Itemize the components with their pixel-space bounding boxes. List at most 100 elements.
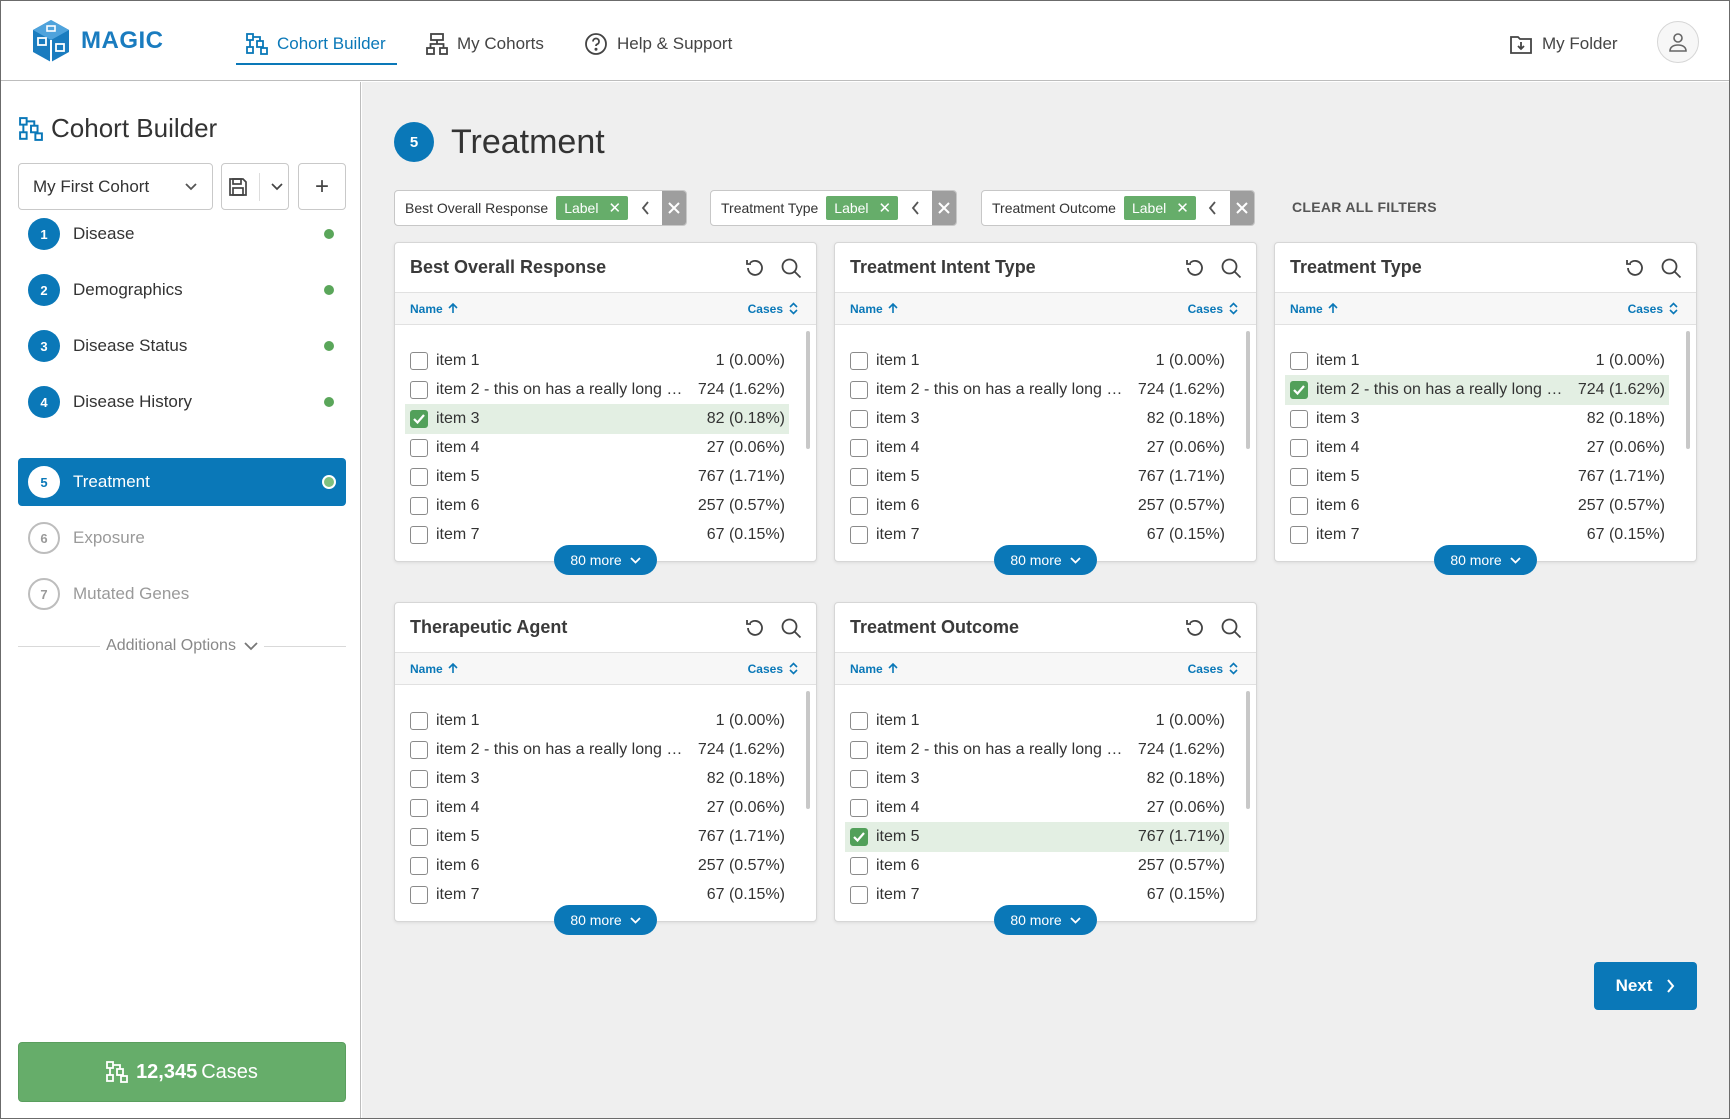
list-item[interactable]: item 5 767 (1.71%) — [845, 822, 1229, 852]
additional-options-toggle[interactable]: Additional Options — [18, 636, 347, 656]
list-item[interactable]: item 5 767 (1.71%) — [1285, 462, 1669, 492]
list-item[interactable]: item 5 767 (1.71%) — [405, 822, 789, 852]
checkbox[interactable] — [1290, 439, 1308, 457]
list-item[interactable]: item 2 - this on has a really long name 7… — [405, 735, 789, 765]
checkbox[interactable] — [850, 439, 868, 457]
sort-by-cases[interactable]: Cases — [1188, 302, 1238, 316]
search-icon[interactable] — [1660, 257, 1682, 279]
list-item[interactable]: item 1 1 (0.00%) — [845, 706, 1229, 736]
list-item[interactable]: item 1 1 (0.00%) — [1285, 346, 1669, 376]
checkbox[interactable] — [1290, 410, 1308, 428]
list-item[interactable]: item 4 27 (0.06%) — [845, 433, 1229, 463]
nav-cohort-builder[interactable]: Cohort Builder — [246, 23, 386, 65]
list-item[interactable]: item 7 67 (0.15%) — [845, 520, 1229, 550]
checkbox[interactable] — [410, 799, 428, 817]
scrollbar[interactable] — [1246, 331, 1250, 449]
checkbox[interactable] — [410, 497, 428, 515]
checkbox[interactable] — [850, 799, 868, 817]
checkbox[interactable] — [410, 741, 428, 759]
checkbox[interactable] — [850, 526, 868, 544]
checkbox[interactable] — [410, 712, 428, 730]
show-more-button[interactable]: 80 more — [554, 905, 657, 935]
checkbox[interactable] — [850, 770, 868, 788]
remove-value-icon[interactable]: ✕ — [608, 200, 622, 217]
checkbox[interactable] — [410, 468, 428, 486]
checkbox[interactable] — [850, 857, 868, 875]
close-icon[interactable] — [662, 191, 687, 225]
filter-value-tag[interactable]: Label ✕ — [556, 196, 629, 220]
list-item[interactable]: item 2 - this on has a really long name 7… — [845, 375, 1229, 405]
checkbox[interactable] — [1290, 352, 1308, 370]
scrollbar[interactable] — [1246, 691, 1250, 809]
list-item[interactable]: item 3 82 (0.18%) — [405, 404, 789, 434]
list-item[interactable]: item 4 27 (0.06%) — [845, 793, 1229, 823]
search-icon[interactable] — [1220, 617, 1242, 639]
reset-icon[interactable] — [1184, 617, 1206, 639]
my-folder-button[interactable]: My Folder — [1509, 23, 1618, 65]
close-icon[interactable] — [932, 191, 957, 225]
list-item[interactable]: item 3 82 (0.18%) — [405, 764, 789, 794]
user-avatar[interactable] — [1657, 21, 1699, 63]
list-item[interactable]: item 6 257 (0.57%) — [845, 491, 1229, 521]
sort-by-name[interactable]: Name — [1290, 302, 1338, 316]
list-item[interactable]: item 2 - this on has a really long name 7… — [1285, 375, 1669, 405]
search-icon[interactable] — [780, 617, 802, 639]
clear-all-filters-button[interactable]: CLEAR ALL FILTERS — [1292, 199, 1437, 215]
checkbox[interactable] — [850, 712, 868, 730]
step-exposure[interactable]: 6 Exposure — [18, 514, 346, 562]
save-cohort-button[interactable] — [221, 163, 289, 210]
next-button[interactable]: Next — [1594, 962, 1697, 1010]
list-item[interactable]: item 6 257 (0.57%) — [405, 491, 789, 521]
list-item[interactable]: item 4 27 (0.06%) — [1285, 433, 1669, 463]
remove-value-icon[interactable]: ✕ — [1176, 200, 1189, 217]
reset-icon[interactable] — [744, 617, 766, 639]
show-more-button[interactable]: 80 more — [554, 545, 657, 575]
list-item[interactable]: item 3 82 (0.18%) — [845, 404, 1229, 434]
checkbox[interactable] — [1290, 497, 1308, 515]
checkbox[interactable] — [850, 886, 868, 904]
sort-by-name[interactable]: Name — [850, 302, 898, 316]
list-item[interactable]: item 6 257 (0.57%) — [1285, 491, 1669, 521]
search-icon[interactable] — [780, 257, 802, 279]
scrollbar[interactable] — [1686, 331, 1690, 449]
reset-icon[interactable] — [1624, 257, 1646, 279]
sort-by-cases[interactable]: Cases — [748, 662, 798, 676]
sort-by-name[interactable]: Name — [410, 662, 458, 676]
list-item[interactable]: item 1 1 (0.00%) — [405, 346, 789, 376]
scrollbar[interactable] — [806, 691, 810, 809]
remove-value-icon[interactable]: ✕ — [878, 200, 892, 217]
list-item[interactable]: item 4 27 (0.06%) — [405, 433, 789, 463]
sort-by-name[interactable]: Name — [410, 302, 458, 316]
checkbox[interactable] — [1290, 381, 1308, 399]
add-cohort-button[interactable]: + — [298, 163, 346, 210]
checkbox[interactable] — [410, 857, 428, 875]
nav-help-support[interactable]: Help & Support — [584, 23, 732, 65]
checkbox[interactable] — [410, 381, 428, 399]
checkbox[interactable] — [850, 381, 868, 399]
checkbox[interactable] — [850, 410, 868, 428]
filter-value-tag[interactable]: Label ✕ — [826, 196, 899, 220]
checkbox[interactable] — [410, 439, 428, 457]
list-item[interactable]: item 4 27 (0.06%) — [405, 793, 789, 823]
chevron-left-icon[interactable] — [898, 191, 932, 225]
sort-by-name[interactable]: Name — [850, 662, 898, 676]
scrollbar[interactable] — [806, 331, 810, 449]
cohort-select[interactable]: My First Cohort — [18, 163, 213, 210]
checkbox[interactable] — [410, 886, 428, 904]
list-item[interactable]: item 7 67 (0.15%) — [1285, 520, 1669, 550]
step-mutated-genes[interactable]: 7 Mutated Genes — [18, 570, 346, 618]
checkbox[interactable] — [850, 497, 868, 515]
checkbox[interactable] — [410, 410, 428, 428]
list-item[interactable]: item 6 257 (0.57%) — [405, 851, 789, 881]
list-item[interactable]: item 7 67 (0.15%) — [405, 880, 789, 910]
checkbox[interactable] — [410, 828, 428, 846]
reset-icon[interactable] — [744, 257, 766, 279]
list-item[interactable]: item 7 67 (0.15%) — [405, 520, 789, 550]
list-item[interactable]: item 6 257 (0.57%) — [845, 851, 1229, 881]
nav-my-cohorts[interactable]: My Cohorts — [426, 23, 544, 65]
show-more-button[interactable]: 80 more — [1434, 545, 1537, 575]
step-treatment[interactable]: 5 Treatment — [18, 458, 346, 506]
checkbox[interactable] — [850, 468, 868, 486]
step-demographics[interactable]: 2 Demographics — [18, 266, 346, 314]
sort-by-cases[interactable]: Cases — [748, 302, 798, 316]
